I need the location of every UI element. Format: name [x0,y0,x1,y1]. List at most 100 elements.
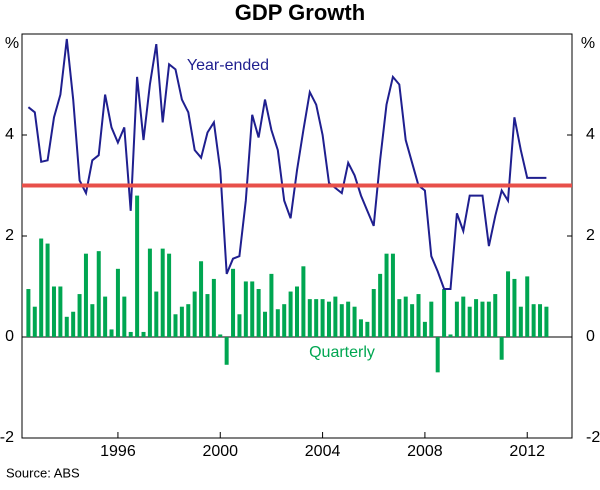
bar [141,331,146,337]
bar [224,337,229,365]
bar [32,306,37,337]
bar [493,294,498,337]
bar [320,299,325,337]
bar [461,296,466,337]
bar [77,294,82,337]
bar [512,278,517,337]
bar [365,321,370,337]
bar [467,306,472,337]
bar [135,195,140,337]
bar [282,304,287,337]
bar [314,299,319,337]
line [27,38,547,290]
bar [384,253,389,337]
bar [326,301,331,337]
series-label: Year-ended [187,57,269,74]
bar [518,306,523,337]
bar [211,278,216,337]
bar [71,311,76,337]
bar [263,311,268,337]
bar [167,253,172,337]
bar [346,301,351,337]
x-tick-label: 2000 [202,443,238,460]
bar [454,301,459,337]
bar [128,331,133,337]
bar [486,301,491,337]
bar [410,304,415,337]
bar [218,334,223,337]
bar [122,296,127,337]
y-tick-label: 4 [5,126,14,143]
y2-tick-label: 4 [586,126,595,143]
chart-title: GDP Growth [235,0,365,25]
bar [442,289,447,337]
bar [115,268,120,337]
y2-unit: % [581,35,595,52]
y-unit: % [5,35,19,52]
bar [45,243,50,337]
bar [288,291,293,337]
bar [358,319,363,337]
series-label: Quarterly [309,344,375,361]
bar [333,296,338,337]
bar [371,289,376,337]
bar [416,294,421,337]
bar [275,309,280,337]
bar [173,314,178,337]
bar [499,337,504,360]
bar [301,266,306,337]
bar [397,299,402,337]
bar [256,289,261,337]
y-tick-label: 0 [5,328,14,345]
x-tick-label: 1996 [100,443,136,460]
bar [231,268,236,337]
bar [352,306,357,337]
bar [103,296,108,337]
bar [525,276,530,337]
bar [429,301,434,337]
bar [403,296,408,337]
source: Source: ABS [6,465,80,480]
bar [237,314,242,337]
bar [199,261,204,337]
bar [39,238,44,337]
bar [250,281,255,337]
y2-tick-label: -2 [586,429,600,446]
bar [243,281,248,337]
bar [160,248,165,337]
bar [269,273,274,337]
bar [192,291,197,337]
bar [186,304,191,337]
bar [154,291,159,337]
y-tick-label: 2 [5,227,14,244]
y2-tick-label: 2 [586,227,595,244]
x-tick-label: 2012 [509,443,545,460]
bar [480,301,485,337]
bar [205,294,210,337]
bar [506,271,511,337]
bar [307,299,312,337]
bar [58,286,63,337]
y2-tick-label: 0 [586,328,595,345]
bar [83,253,88,337]
bar [339,304,344,337]
x-tick-label: 2008 [407,443,443,460]
bar [90,304,95,337]
bar [435,337,440,373]
bar [448,334,453,337]
bar [109,329,114,337]
bar [179,306,184,337]
x-tick-label: 2004 [305,443,341,460]
bar [390,253,395,337]
bar [295,286,299,337]
bar [96,251,101,337]
bar [26,289,31,337]
bar [378,273,383,337]
bar [51,286,56,337]
bar [147,248,152,337]
bar [422,321,427,337]
bar [544,306,549,337]
bar [64,316,69,337]
bar [474,299,479,337]
